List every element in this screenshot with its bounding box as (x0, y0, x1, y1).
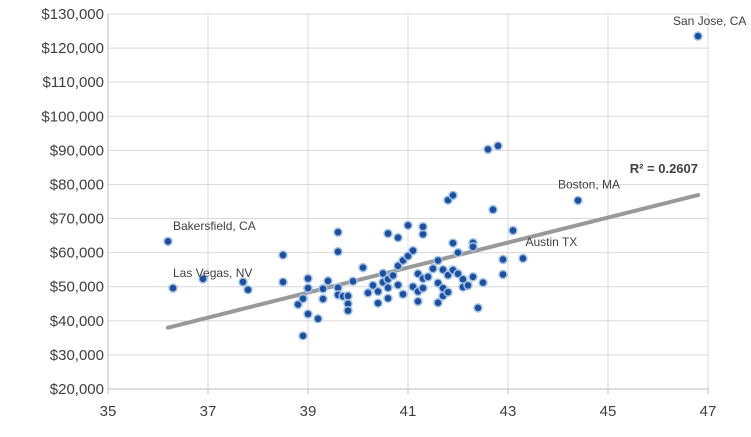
data-point (318, 284, 328, 294)
y-tick-label: $100,000 (41, 108, 104, 125)
data-point (498, 254, 508, 265)
x-tick-label: 45 (600, 403, 617, 420)
data-point (303, 309, 313, 319)
data-point (293, 299, 303, 310)
data-point (383, 228, 393, 239)
x-tick-label: 41 (400, 403, 417, 420)
y-tick-label: $20,000 (50, 381, 104, 398)
data-points (163, 31, 703, 341)
point-annotation: Bakersfield, CA (173, 219, 256, 233)
data-point (463, 280, 473, 291)
data-point (443, 287, 453, 297)
x-tick-label: 35 (100, 403, 117, 420)
y-tick-label: $60,000 (50, 245, 104, 262)
data-point (378, 268, 388, 279)
point-annotation: Las Vegas, NV (173, 266, 252, 280)
data-point (343, 291, 353, 301)
data-point (468, 272, 478, 282)
data-point (448, 238, 458, 248)
data-point (508, 225, 518, 236)
data-point (483, 144, 493, 155)
data-point (298, 331, 308, 341)
data-point (313, 314, 323, 324)
data-point (418, 283, 428, 293)
x-tick-label: 37 (200, 403, 217, 420)
data-point (323, 276, 333, 286)
data-point (473, 303, 483, 313)
data-point (693, 31, 703, 41)
trendline (166, 193, 700, 330)
data-point (303, 273, 313, 284)
x-tick-label: 47 (700, 403, 717, 420)
data-point (383, 293, 393, 304)
x-tick-label: 39 (300, 403, 317, 420)
axes: $20,000 $30,000 $40,000 $50,000 $60,000 $70,0… (41, 6, 716, 420)
data-point (498, 269, 508, 280)
data-point (303, 283, 313, 293)
data-point (398, 289, 408, 299)
data-point (168, 283, 178, 293)
point-annotation: San Jose, CA (673, 14, 746, 28)
annotations: San Jose, CA Boston, MA Austin TX Bakersfie… (173, 14, 746, 280)
y-tick-label: $50,000 (50, 279, 104, 296)
y-tick-label: $30,000 (50, 347, 104, 364)
data-point (333, 227, 343, 237)
y-tick-label: $90,000 (50, 142, 104, 159)
data-point (243, 285, 253, 295)
data-point (348, 276, 358, 287)
data-point (493, 141, 503, 151)
data-point (198, 274, 208, 284)
gridlines (108, 13, 709, 389)
data-point (433, 298, 443, 308)
y-tick-label: $70,000 (50, 211, 104, 228)
data-point (388, 270, 398, 281)
data-point (518, 253, 528, 264)
r-squared-label: R² = 0.2607 (630, 161, 698, 176)
data-point (448, 190, 458, 201)
data-point (383, 283, 393, 293)
data-point (393, 280, 403, 290)
data-point (358, 262, 368, 273)
data-point (418, 221, 428, 232)
data-point (238, 277, 248, 287)
data-point (368, 280, 378, 291)
data-point (408, 245, 418, 256)
y-tick-label: $80,000 (50, 176, 104, 193)
point-annotation: Boston, MA (558, 178, 620, 192)
data-point (433, 255, 443, 266)
data-point (363, 288, 373, 298)
y-tick-label: $110,000 (43, 74, 104, 91)
data-point (458, 274, 468, 284)
y-tick-label: $40,000 (50, 313, 104, 330)
data-point (478, 277, 488, 288)
data-point (333, 246, 343, 257)
x-tick-label: 43 (500, 403, 517, 420)
y-tick-label: $120,000 (41, 40, 104, 57)
data-point (428, 263, 438, 274)
data-point (453, 247, 463, 258)
data-point (373, 298, 383, 308)
data-point (488, 204, 498, 215)
point-annotation: Austin TX (526, 235, 578, 249)
data-point (278, 250, 288, 260)
data-point (278, 277, 288, 287)
data-point (393, 232, 403, 243)
data-point (573, 195, 583, 206)
trendline-group (166, 193, 700, 330)
data-point (468, 242, 478, 252)
data-point (423, 272, 433, 282)
data-point (298, 293, 308, 304)
data-point (163, 236, 173, 247)
data-point (373, 286, 383, 297)
y-tick-label: $130,000 (41, 6, 104, 23)
data-point (413, 296, 423, 307)
data-point (343, 305, 353, 316)
data-point (403, 220, 413, 231)
data-point (318, 294, 328, 304)
